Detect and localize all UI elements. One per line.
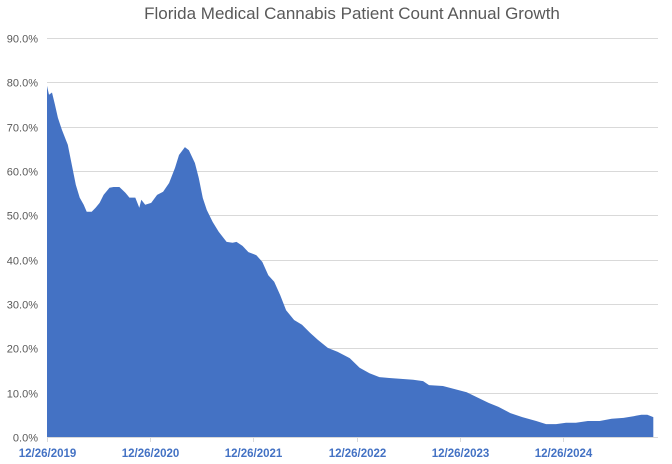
- x-tick-label: 12/26/2021: [225, 448, 283, 460]
- y-tick-label: 60.0%: [7, 167, 38, 179]
- x-tick-label: 12/26/2020: [122, 448, 180, 460]
- y-tick-label: 50.0%: [7, 211, 38, 223]
- area-series: [47, 85, 654, 438]
- plot-area: [47, 85, 654, 438]
- y-tick-label: 30.0%: [7, 300, 38, 312]
- y-tick-label: 20.0%: [7, 344, 38, 356]
- x-tick-label: 12/26/2024: [535, 448, 593, 460]
- y-tick-label: 0.0%: [13, 433, 38, 445]
- y-tick-label: 10.0%: [7, 389, 38, 401]
- x-tick-label: 12/26/2023: [432, 448, 490, 460]
- chart-title: Florida Medical Cannabis Patient Count A…: [144, 4, 560, 23]
- x-tick-label: 12/26/2022: [329, 448, 387, 460]
- x-axis: 12/26/2019 12/26/2020 12/26/2021 12/26/2022…: [19, 437, 593, 460]
- y-tick-label: 80.0%: [7, 78, 38, 90]
- y-axis: 0.0% 10.0% 20.0% 30.0% 40.0% 50.0% 60.0% 70.0% 8…: [7, 34, 38, 445]
- x-tick-label: 12/26/2019: [19, 448, 77, 460]
- y-tick-label: 90.0%: [7, 34, 38, 46]
- y-tick-label: 40.0%: [7, 256, 38, 268]
- y-tick-label: 70.0%: [7, 123, 38, 135]
